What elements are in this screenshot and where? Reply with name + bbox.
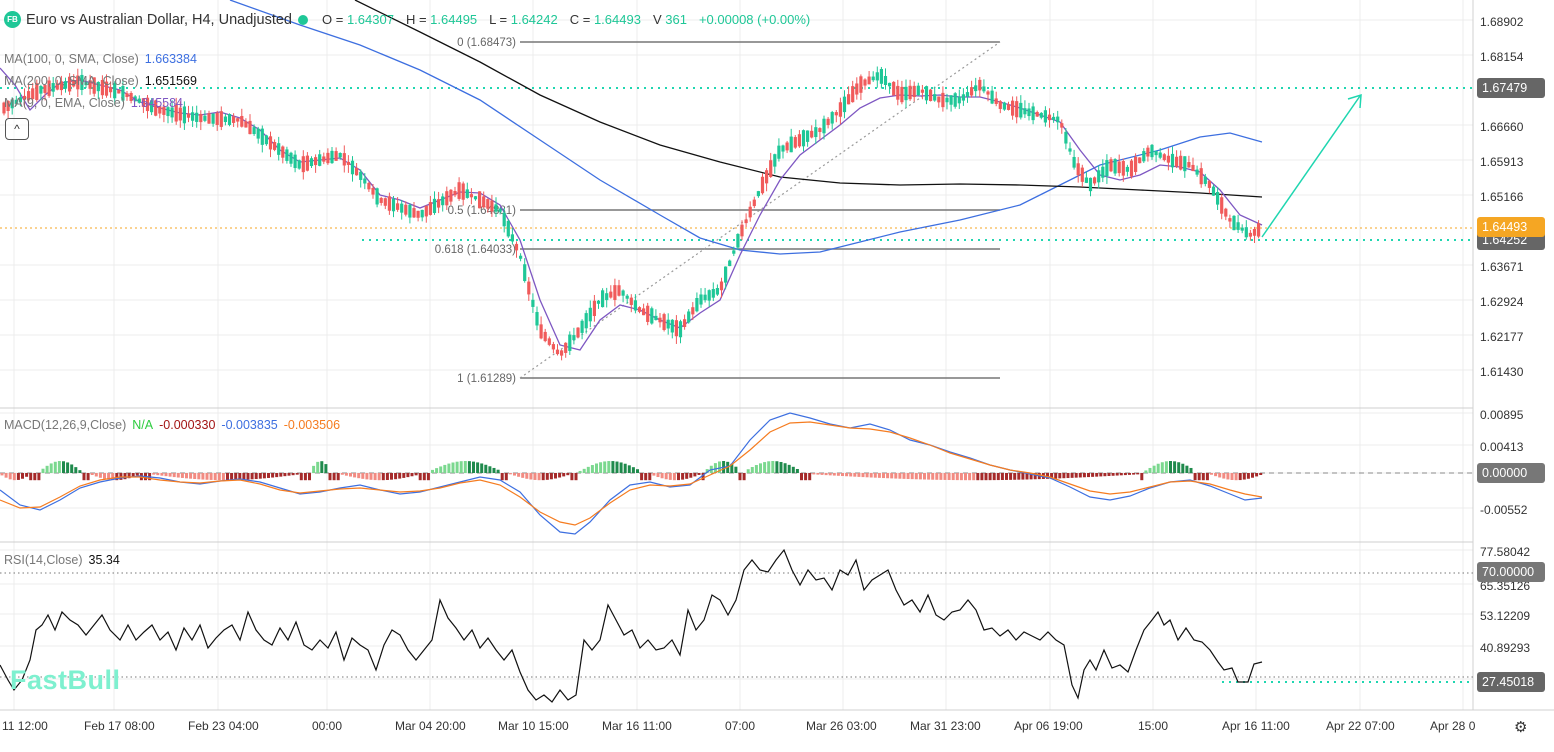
price-tick: 1.63671 [1480,260,1524,274]
legend-ema9[interactable]: MA(9, 0, EMA, Close) 1.645584 [4,96,184,110]
collapse-legend-button[interactable]: ^ [5,118,29,140]
level-price-tag: 1.67479 [1477,78,1545,98]
price-tick: 1.61430 [1480,365,1524,379]
time-tick: Mar 26 03:00 [806,719,877,733]
price-tick: 1.68902 [1480,15,1524,29]
rsi-low-tag: 27.45018 [1477,672,1545,692]
time-tick: Feb 17 08:00 [84,719,155,733]
price-tick: 1.66660 [1480,120,1524,134]
legend-macd[interactable]: MACD(12,26,9,Close) N/A -0.000330 -0.003835… [4,418,341,432]
price-tick: 1.65166 [1480,190,1524,204]
time-tick: Feb 23 04:00 [188,719,259,733]
ohlc-close: C = 1.64493 [569,12,641,27]
fastbull-logo-icon: FB [4,11,21,28]
legend-rsi[interactable]: RSI(14,Close) 35.34 [4,553,120,567]
fibonacci-retracement [520,41,1000,379]
price-change: +0.00008 (+0.00%) [698,12,811,27]
chevron-up-icon: ^ [14,122,20,136]
time-tick: Mar 16 11:00 [602,719,672,733]
current-price-tag: 1.64493 [1477,217,1545,237]
ma200-line [354,0,1263,198]
ma100-line [229,0,1263,255]
macd-tick: 0.00895 [1480,408,1524,422]
macd-histogram [0,461,1263,481]
fastbull-watermark: FastBull [10,665,121,695]
legend-ma200[interactable]: MA(200, 0, SMA, Close) 1.651569 [4,74,197,88]
time-tick: Mar 10 15:00 [498,719,569,733]
time-tick: Apr 16 11:00 [1222,719,1290,733]
rsi-line [0,548,1263,703]
macd-tick: -0.00552 [1480,503,1528,517]
time-tick: Apr 22 07:00 [1326,719,1395,733]
projection-arrow [1261,95,1361,238]
ohlc-low: L = 1.64242 [489,12,558,27]
price-tick: 1.62924 [1480,295,1524,309]
price-tick: 1.62177 [1480,330,1524,344]
rsi-tick: 77.58042 [1480,545,1531,559]
time-tick: Apr 06 19:00 [1014,719,1083,733]
macd-tick: 0.00413 [1480,440,1524,454]
ohlc-volume: V 361 [652,12,687,27]
chart-title: Euro vs Australian Dollar, H4, Unadjuste… [26,11,292,28]
rsi-tick: 65.35126 [1480,579,1531,593]
rsi-tick: 53.12209 [1480,609,1531,623]
price-tick: 1.68154 [1480,50,1524,64]
price-tick: 1.65913 [1480,155,1524,169]
time-tick: 11 12:00 [2,719,48,733]
time-tick: 15:00 [1138,719,1169,733]
fib-label-0.5: 0.5 (1.64881) [448,205,517,217]
fib-label-0: 0 (1.68473) [457,37,516,49]
rsi-70-tag: 70.00000 [1477,562,1545,582]
legend-ma100[interactable]: MA(100, 0, SMA, Close) 1.663384 [4,52,197,66]
macd-zero-tag: 0.00000 [1477,463,1545,483]
time-tick: Mar 31 23:00 [910,719,981,733]
ohlc-open: O = 1.64307 [321,12,394,27]
settings-gear-icon[interactable]: ⚙ [1514,719,1528,736]
time-tick: Apr 28 0 [1430,719,1476,733]
macd-signal-line [0,421,1263,526]
fib-label-1: 1 (1.61289) [457,373,516,385]
time-tick: Mar 04 20:00 [395,719,466,733]
time-tick: 00:00 [312,719,343,733]
candlestick-series [2,66,1261,361]
ohlc-high: H = 1.64495 [405,12,478,27]
chart-header: FB Euro vs Australian Dollar, H4, Unadju… [4,11,822,28]
market-open-status-icon [297,14,308,25]
time-tick: 07:00 [725,719,756,733]
rsi-tick: 40.89293 [1480,641,1531,655]
fib-label-0.618: 0.618 (1.64033) [435,244,516,256]
